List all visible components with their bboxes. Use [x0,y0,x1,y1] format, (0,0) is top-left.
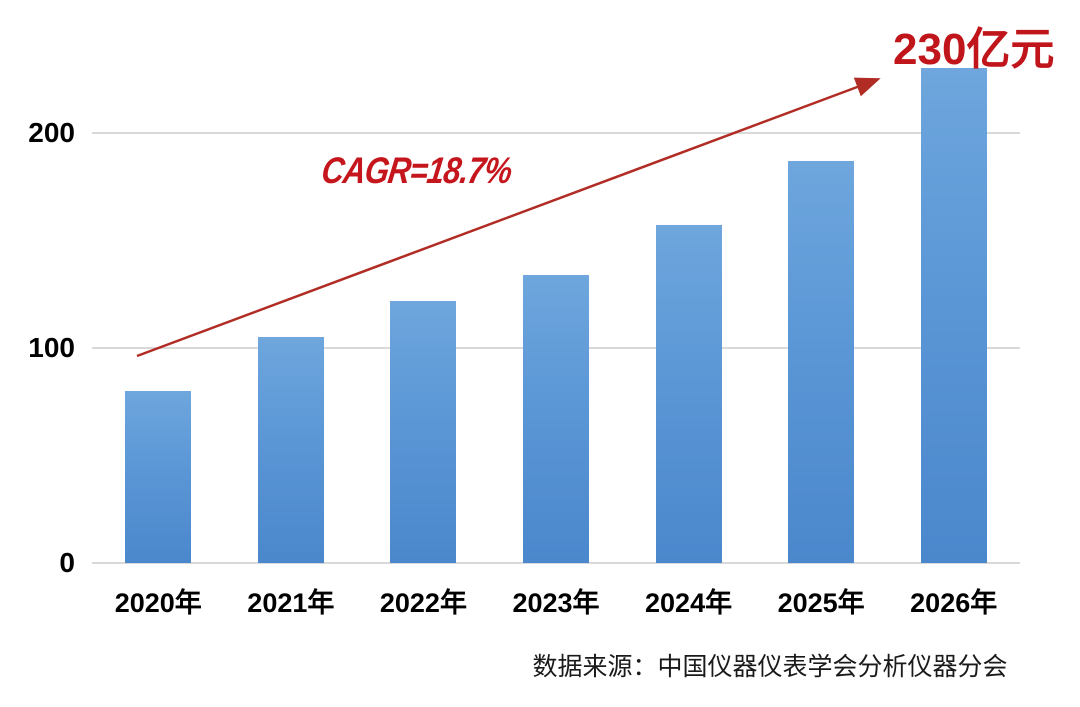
y-tick-label-100: 100 [28,332,75,363]
x-tick-label-2021年: 2021年 [247,588,335,618]
x-tick-label-2025年: 2025年 [777,588,865,618]
data-source-note: 数据来源：中国仪器仪表学会分析仪器分会 [532,653,1008,681]
x-tick-label-2024年: 2024年 [645,588,733,618]
bar-2020年 [125,391,191,563]
bar-2022年 [390,301,456,563]
x-tick-label-2026年: 2026年 [910,588,998,618]
trend-arrow-line [136,77,881,358]
gridline-200 [92,132,1020,134]
cagr-annotation: CAGR=18.7% [319,150,515,191]
x-tick-label-2020年: 2020年 [114,588,202,618]
bar-2021年 [258,337,324,563]
x-tick-label-2023年: 2023年 [512,588,600,618]
gridline-0 [92,562,1020,564]
bar-2025年 [788,161,854,563]
bar-2026年 [921,68,987,563]
end-value-annotation: 230亿元 [893,25,1055,74]
bar-2024年 [656,225,722,563]
x-tick-label-2022年: 2022年 [379,588,467,618]
y-tick-label-200: 200 [28,117,75,148]
bar-2023年 [523,275,589,563]
y-tick-label-0: 0 [59,547,75,578]
